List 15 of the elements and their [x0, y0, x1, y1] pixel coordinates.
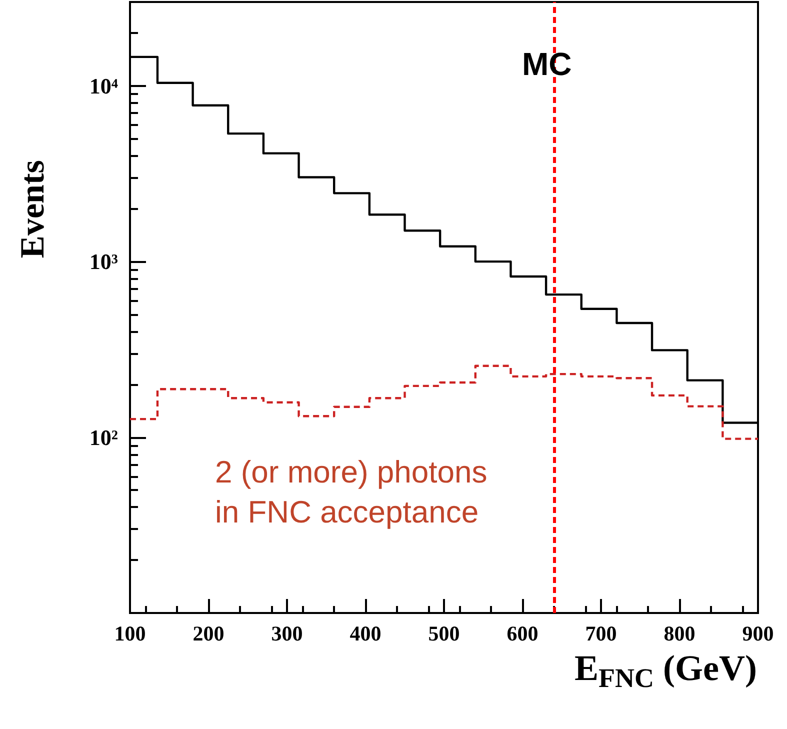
x-tick-label: 900	[742, 622, 774, 646]
x-tick-label: 300	[271, 622, 303, 646]
x-tick-label: 100	[114, 622, 146, 646]
x-tick-label: 800	[664, 622, 696, 646]
x-tick-label: 700	[585, 622, 617, 646]
annotation: 2 (or more) photons in FNC acceptance	[215, 454, 488, 530]
y-tick-label: 10³	[89, 249, 118, 274]
x-tick-label: 400	[350, 622, 382, 646]
x-tick-label: 200	[192, 622, 224, 646]
x-tick-label: 500	[428, 622, 460, 646]
x-tick-label: 600	[506, 622, 538, 646]
y-axis-title: Events	[14, 160, 52, 258]
y-tick-label: 10⁴	[89, 73, 118, 98]
annotation: MC	[522, 46, 572, 82]
y-tick-label: 10²	[89, 424, 118, 450]
